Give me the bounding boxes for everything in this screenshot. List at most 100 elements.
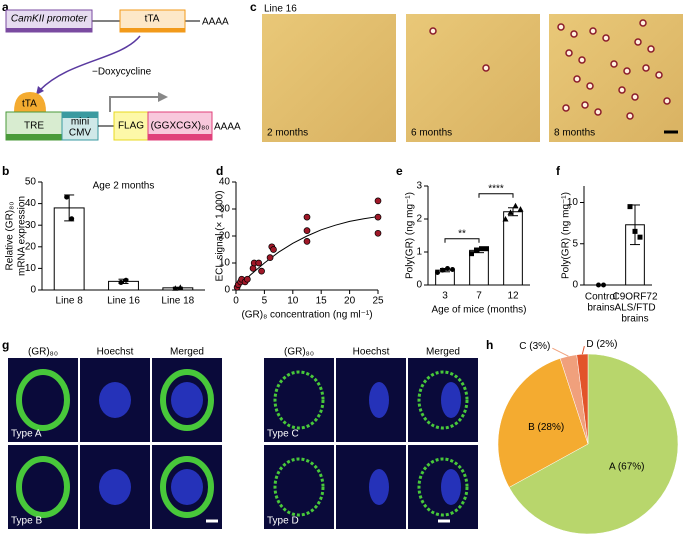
nucleus bbox=[171, 469, 203, 505]
micrograph bbox=[406, 14, 540, 142]
data-point bbox=[270, 246, 277, 253]
data-point bbox=[266, 254, 274, 261]
data-point bbox=[596, 282, 601, 288]
tre-band bbox=[6, 134, 62, 140]
micrograph bbox=[262, 14, 396, 142]
y-tick-label: 30 bbox=[25, 220, 37, 231]
cmv-label: CMV bbox=[69, 128, 92, 139]
data-point bbox=[249, 265, 257, 272]
cell bbox=[631, 93, 639, 101]
chart-title: Age 2 months bbox=[93, 181, 155, 192]
leader-line bbox=[552, 347, 569, 357]
bar bbox=[503, 211, 523, 286]
caption: 2 months bbox=[267, 128, 308, 139]
column-header: Hoechst bbox=[353, 347, 390, 358]
cell bbox=[562, 104, 570, 112]
cell bbox=[594, 108, 602, 116]
data-point bbox=[474, 247, 479, 253]
pie-slice bbox=[508, 353, 679, 535]
micrographs: 2 months 6 months 8 months bbox=[262, 14, 683, 142]
y-tick-label: 5 bbox=[572, 238, 578, 249]
data-point bbox=[374, 213, 382, 221]
data-point bbox=[479, 246, 484, 252]
significance-bracket bbox=[444, 238, 480, 243]
panel-label: b bbox=[2, 164, 9, 178]
caption: 6 months bbox=[411, 128, 452, 139]
data-point bbox=[517, 206, 524, 212]
y-tick-label: 0 bbox=[224, 285, 230, 296]
y-tick-label: 10 bbox=[219, 258, 231, 269]
data-point bbox=[244, 275, 251, 283]
x-tick-label: brains bbox=[587, 303, 614, 314]
slice-label: A (67%) bbox=[609, 462, 645, 473]
cmv-band bbox=[62, 112, 98, 118]
data-point bbox=[255, 259, 263, 267]
x-tick-label: 10 bbox=[287, 296, 299, 307]
tta-bound-label: tTA bbox=[22, 99, 37, 110]
cell bbox=[565, 49, 573, 57]
data-point bbox=[258, 267, 265, 275]
nucleus bbox=[99, 469, 131, 505]
column-header: (GR)₈₀ bbox=[28, 347, 58, 358]
data-point bbox=[303, 238, 311, 245]
promoter-label: CamKII promoter bbox=[11, 14, 88, 25]
type-label: Type A bbox=[11, 429, 42, 440]
polya-label: AAAA bbox=[202, 17, 229, 28]
cell bbox=[655, 71, 663, 79]
x-tick-label: 12 bbox=[507, 291, 519, 302]
data-point bbox=[512, 202, 519, 209]
data-point bbox=[303, 227, 311, 234]
panel-label: h bbox=[486, 338, 493, 352]
x-tick-label: 0 bbox=[233, 296, 239, 307]
y-tick-label: 40 bbox=[219, 177, 231, 188]
y-tick-label: 1 bbox=[416, 247, 422, 258]
cell bbox=[623, 67, 631, 75]
panel-label: g bbox=[2, 338, 9, 352]
data-point bbox=[303, 213, 311, 221]
type-label: Type D bbox=[267, 516, 299, 527]
data-point bbox=[502, 216, 509, 222]
cell bbox=[610, 60, 618, 68]
slice-label: B (28%) bbox=[528, 422, 564, 433]
cytoplasm bbox=[160, 456, 214, 518]
tta-label: tTA bbox=[145, 14, 160, 25]
flag-label: FLAG bbox=[118, 121, 144, 132]
column-header: Merged bbox=[170, 347, 204, 358]
cell bbox=[618, 86, 626, 94]
y-tick-label: 2 bbox=[416, 214, 422, 225]
cytoplasm bbox=[417, 370, 469, 430]
type-label: Type C bbox=[267, 429, 299, 440]
data-point bbox=[123, 277, 129, 283]
y-tick-label: 0 bbox=[572, 280, 578, 291]
nucleus bbox=[99, 382, 131, 418]
arrow-head bbox=[158, 92, 168, 102]
x-tick-label: 3 bbox=[442, 291, 448, 302]
x-tick-label: 5 bbox=[262, 296, 268, 307]
slice-label: C (3%) bbox=[519, 341, 550, 352]
cell bbox=[647, 45, 655, 53]
y-tick-label: 30 bbox=[219, 204, 231, 215]
y-tick-label: 20 bbox=[219, 231, 231, 242]
y-axis-label: mRNA expression bbox=[17, 196, 28, 276]
slice-label: D (2%) bbox=[586, 339, 617, 350]
data-point bbox=[507, 209, 514, 215]
type-label: Type B bbox=[11, 516, 42, 527]
pie-slice bbox=[497, 358, 589, 488]
y-tick-label: 40 bbox=[25, 198, 37, 209]
pie-slice bbox=[576, 353, 589, 445]
nucleus bbox=[441, 469, 461, 505]
y-tick-label: 0 bbox=[416, 280, 422, 291]
cell bbox=[663, 97, 671, 105]
line-label: Line 16 bbox=[264, 4, 297, 15]
cell bbox=[482, 64, 490, 72]
nucleus bbox=[171, 382, 203, 418]
panel-label: f bbox=[556, 164, 561, 178]
cell bbox=[639, 19, 647, 27]
y-tick-label: 0 bbox=[30, 285, 36, 296]
diagram: a CamKII promoter tTA AAAA −Doxycycline … bbox=[2, 0, 241, 141]
cytoplasm bbox=[273, 457, 325, 517]
x-axis-label: Age of mice (months) bbox=[431, 305, 526, 316]
y-axis-label: ECL signal (× 1,000) bbox=[215, 190, 226, 281]
data-point bbox=[632, 228, 638, 234]
